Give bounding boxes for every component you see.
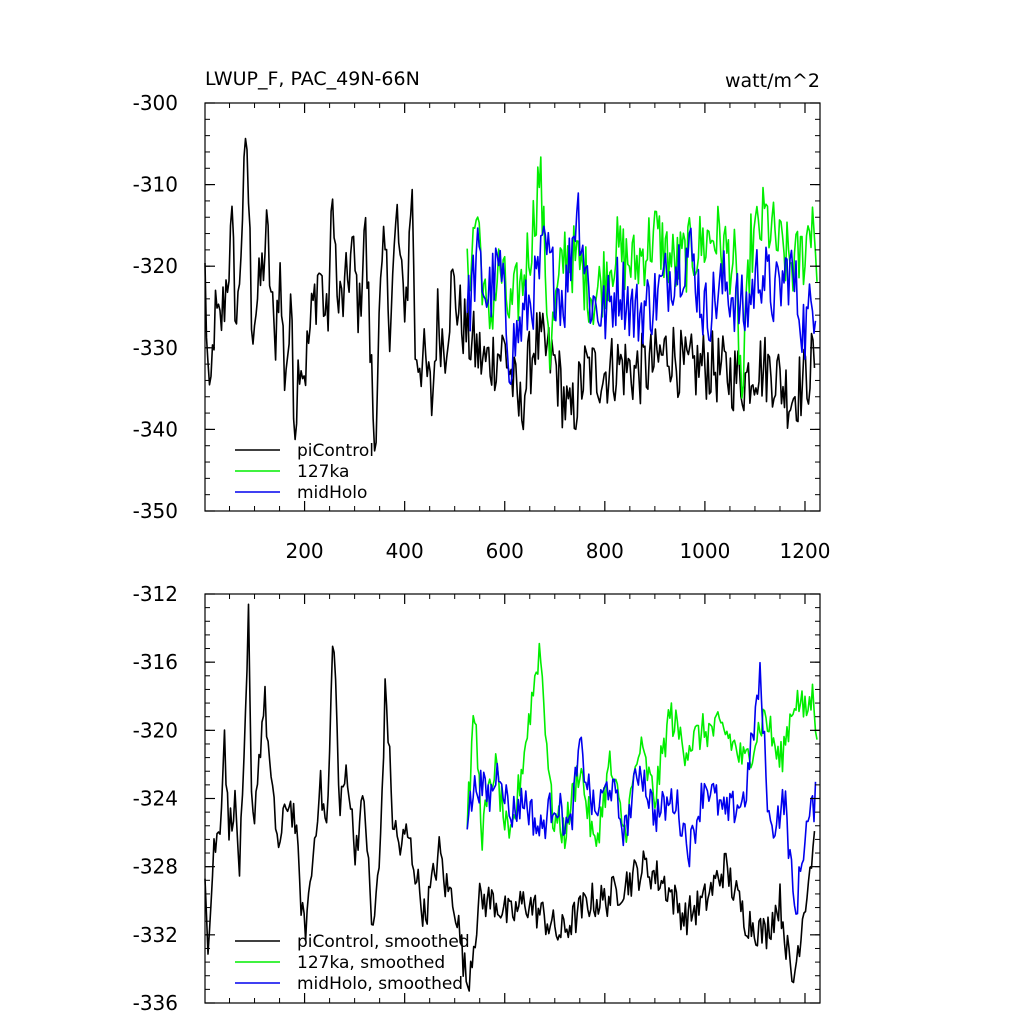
y-tick-label: -332 (133, 923, 178, 947)
y-tick-label: -300 (133, 91, 178, 115)
y-tick-label: -324 (133, 787, 178, 811)
x-tick-label: 600 (486, 539, 524, 563)
axes: 200 400 600 800 1000 1200 -300 -310 -320 -330 -340… (133, 91, 831, 563)
legend-label: 127ka (297, 462, 349, 482)
y-tick-label: -340 (133, 417, 178, 441)
y-tick-label: -328 (133, 855, 178, 879)
series-group (204, 603, 818, 992)
legend-label: midHolo (297, 483, 367, 503)
series-line-picontrol (204, 137, 816, 452)
y-tick-label: -350 (133, 499, 178, 523)
series-line-127ka (466, 642, 818, 851)
x-tick-label: 1200 (780, 539, 831, 563)
x-tick-label: 200 (285, 539, 323, 563)
units-label: watt/m^2 (725, 70, 820, 92)
legend-label: midHolo, smoothed (297, 974, 463, 994)
y-tick-label: -320 (133, 254, 178, 278)
y-tick-label: -310 (133, 173, 178, 197)
y-tick-label: -336 (133, 991, 178, 1015)
series-group (204, 137, 818, 452)
legend-label: piControl, smoothed (297, 932, 470, 952)
series-line-midholo (466, 661, 817, 915)
series-line-picontrol (204, 603, 816, 992)
x-tick-label: 1000 (679, 539, 730, 563)
chart-panel-bottom: -312 -316 -320 -324 -328 -332 -336 piControl, … (133, 582, 821, 1015)
legend-label: 127ka, smoothed (297, 953, 445, 973)
y-tick-label: -320 (133, 718, 178, 742)
y-tick-label: -330 (133, 336, 178, 360)
y-tick-label: -312 (133, 582, 178, 606)
series-line-midholo (466, 192, 817, 386)
y-tick-label: -316 (133, 650, 178, 674)
x-tick-label: 800 (586, 539, 624, 563)
chart-title: LWUP_F, PAC_49N-66N (205, 68, 420, 90)
axes: -312 -316 -320 -324 -328 -332 -336 (133, 582, 821, 1015)
plot-frame (204, 102, 821, 512)
chart-panel-top: LWUP_F, PAC_49N-66N watt/m^2 200 400 600 80… (133, 68, 831, 563)
x-tick-label: 400 (386, 539, 424, 563)
legend-label: piControl (297, 441, 374, 461)
